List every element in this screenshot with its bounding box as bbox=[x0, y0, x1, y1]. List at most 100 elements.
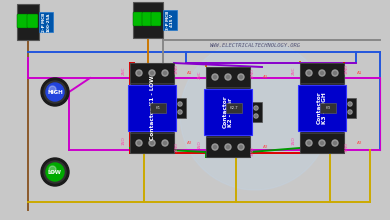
Bar bbox=[300, 63, 344, 153]
Circle shape bbox=[212, 144, 218, 150]
Bar bbox=[206, 67, 250, 87]
Text: Contactor
K3 - HIGH: Contactor K3 - HIGH bbox=[317, 92, 327, 124]
Bar bbox=[209, 94, 247, 130]
Circle shape bbox=[255, 115, 257, 117]
Circle shape bbox=[178, 102, 182, 106]
Circle shape bbox=[136, 70, 142, 76]
Text: 13NO: 13NO bbox=[175, 64, 179, 74]
Circle shape bbox=[225, 74, 231, 80]
Circle shape bbox=[162, 140, 168, 146]
Circle shape bbox=[180, 40, 330, 190]
Circle shape bbox=[239, 145, 243, 149]
Circle shape bbox=[349, 103, 351, 105]
Text: 2NC: 2NC bbox=[122, 67, 126, 75]
Circle shape bbox=[212, 74, 218, 80]
Circle shape bbox=[255, 107, 257, 109]
Bar bbox=[300, 63, 344, 83]
Bar bbox=[226, 103, 242, 113]
Circle shape bbox=[306, 140, 312, 146]
Circle shape bbox=[333, 72, 337, 75]
Circle shape bbox=[49, 86, 56, 93]
Circle shape bbox=[319, 70, 325, 76]
Circle shape bbox=[321, 141, 323, 145]
Bar bbox=[133, 90, 171, 126]
FancyBboxPatch shape bbox=[17, 14, 28, 28]
Text: 13NO: 13NO bbox=[251, 68, 255, 78]
Circle shape bbox=[349, 111, 351, 113]
Bar bbox=[17, 4, 39, 40]
Circle shape bbox=[163, 72, 167, 75]
Bar bbox=[204, 89, 252, 135]
Circle shape bbox=[238, 144, 244, 150]
Circle shape bbox=[254, 106, 258, 110]
Circle shape bbox=[238, 74, 244, 80]
Bar bbox=[250, 102, 262, 122]
Text: A1: A1 bbox=[187, 71, 192, 75]
Circle shape bbox=[138, 72, 140, 75]
Bar bbox=[298, 85, 346, 131]
Text: K2-T: K2-T bbox=[230, 106, 238, 110]
Bar bbox=[130, 63, 174, 153]
Circle shape bbox=[307, 141, 310, 145]
Text: A2: A2 bbox=[357, 141, 362, 145]
Circle shape bbox=[332, 70, 338, 76]
Circle shape bbox=[41, 158, 69, 186]
Circle shape bbox=[46, 163, 64, 181]
Text: 2-P MCB
100-25A: 2-P MCB 100-25A bbox=[42, 12, 50, 32]
Bar bbox=[344, 98, 356, 118]
Text: A1: A1 bbox=[263, 75, 268, 79]
Bar bbox=[206, 67, 250, 157]
Circle shape bbox=[179, 111, 181, 113]
Circle shape bbox=[319, 140, 325, 146]
Text: 1NO: 1NO bbox=[292, 137, 296, 145]
Text: 14NO: 14NO bbox=[345, 142, 349, 152]
Text: HIGH: HIGH bbox=[47, 90, 63, 95]
Text: 14NO: 14NO bbox=[175, 142, 179, 152]
Bar bbox=[303, 90, 341, 126]
Circle shape bbox=[227, 145, 229, 149]
Text: 2NC: 2NC bbox=[292, 67, 296, 75]
Bar bbox=[130, 63, 174, 83]
Text: A1: A1 bbox=[357, 71, 362, 75]
Circle shape bbox=[213, 75, 216, 79]
Circle shape bbox=[44, 161, 66, 183]
Text: Contactor K1 - LOW: Contactor K1 - LOW bbox=[149, 76, 154, 140]
Circle shape bbox=[179, 103, 181, 105]
Bar bbox=[130, 133, 174, 153]
Circle shape bbox=[213, 145, 216, 149]
Bar bbox=[150, 103, 166, 113]
Text: 3-P MCB
415 V: 3-P MCB 415 V bbox=[166, 10, 174, 30]
Circle shape bbox=[49, 166, 56, 173]
Circle shape bbox=[163, 141, 167, 145]
Bar bbox=[174, 98, 186, 118]
Text: A2: A2 bbox=[263, 145, 268, 149]
Circle shape bbox=[239, 75, 243, 79]
Circle shape bbox=[151, 141, 154, 145]
Text: 1NO: 1NO bbox=[198, 141, 202, 149]
Text: K3: K3 bbox=[325, 106, 331, 110]
Circle shape bbox=[149, 70, 155, 76]
Circle shape bbox=[138, 141, 140, 145]
Bar bbox=[320, 103, 336, 113]
Circle shape bbox=[41, 78, 69, 106]
Bar bbox=[206, 137, 250, 157]
Circle shape bbox=[307, 72, 310, 75]
Circle shape bbox=[151, 72, 154, 75]
Circle shape bbox=[306, 70, 312, 76]
Circle shape bbox=[254, 114, 258, 118]
Text: 13NO: 13NO bbox=[345, 64, 349, 74]
Bar bbox=[133, 2, 163, 38]
Circle shape bbox=[333, 141, 337, 145]
Text: WWW.ELECTRICALTECHNOLOGY.ORG: WWW.ELECTRICALTECHNOLOGY.ORG bbox=[209, 42, 301, 48]
Bar bbox=[39, 12, 53, 32]
Circle shape bbox=[225, 144, 231, 150]
Circle shape bbox=[332, 140, 338, 146]
Text: K1: K1 bbox=[156, 106, 161, 110]
Circle shape bbox=[44, 81, 66, 103]
Bar bbox=[300, 133, 344, 153]
Text: Contactor
K2 - Star: Contactor K2 - Star bbox=[223, 96, 233, 128]
Text: 14NO: 14NO bbox=[251, 146, 255, 156]
Circle shape bbox=[136, 140, 142, 146]
FancyBboxPatch shape bbox=[133, 12, 143, 26]
FancyBboxPatch shape bbox=[151, 12, 161, 26]
